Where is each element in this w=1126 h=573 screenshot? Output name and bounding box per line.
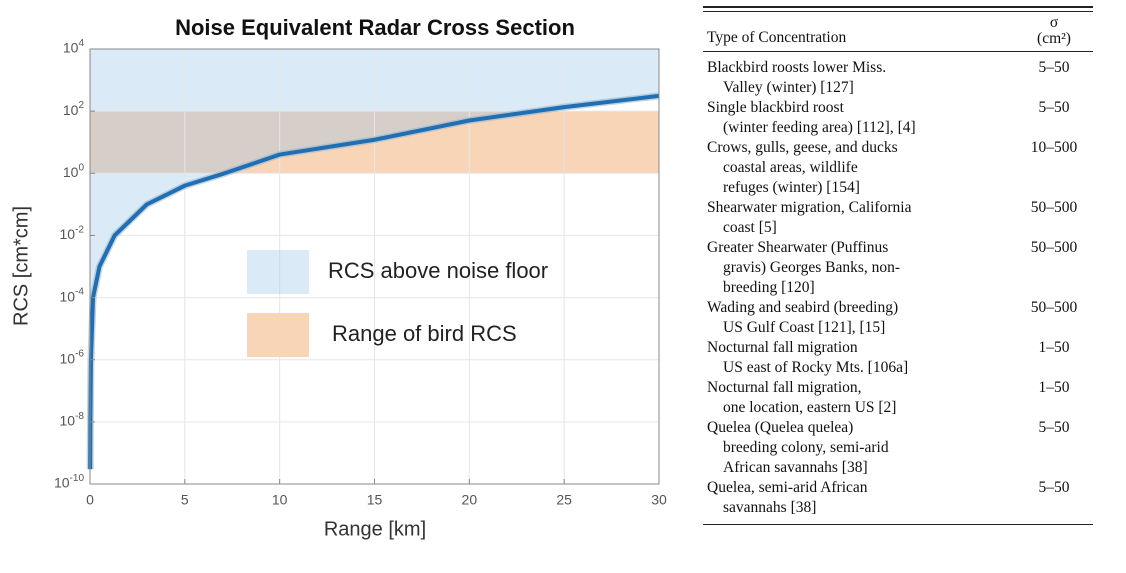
- rcs-line: [88, 93, 660, 470]
- concentration-type: Crows, gulls, geese, and ducks coastal ar…: [707, 138, 898, 198]
- text-line: Crows, gulls, geese, and ducks: [707, 139, 898, 156]
- sigma-value: 50–500: [1030, 199, 1078, 216]
- sigma-value: 50–500: [1030, 299, 1078, 316]
- text-line: African savannahs [38]: [723, 459, 868, 476]
- chart-title: Noise Equivalent Radar Cross Section: [175, 15, 575, 40]
- text-line: Quelea (Quelea quelea): [707, 419, 854, 436]
- x-tick-label: 5: [181, 492, 189, 508]
- column-header: Type of Concentration: [707, 29, 847, 46]
- legend-label: Range of bird RCS: [332, 321, 517, 346]
- y-tick-label: 104: [63, 38, 85, 56]
- y-tick-label: 10-2: [60, 224, 85, 242]
- text-line: Single blackbird roost: [707, 99, 844, 116]
- table-row: Nocturnal fall migration US east of Rocky…: [703, 338, 1093, 378]
- tick-exponent: -10: [70, 473, 85, 484]
- text-line: Nocturnal fall migration,: [707, 379, 862, 396]
- tick-exponent: -6: [75, 348, 84, 359]
- text-line: coast [5]: [723, 219, 777, 236]
- text-line: Valley (winter) [127]: [723, 79, 854, 96]
- concentration-type: Quelea (Quelea quelea) breeding colony, s…: [707, 418, 889, 478]
- table-row: Nocturnal fall migration, one location, e…: [703, 378, 1093, 418]
- concentration-type: Nocturnal fall migration, one location, e…: [707, 378, 896, 418]
- text-line: (winter feeding area) [112], [4]: [723, 119, 916, 136]
- table-top-rule: [703, 6, 1093, 12]
- text-line: breeding [120]: [723, 279, 815, 296]
- chart: Noise Equivalent Radar Cross Section Ran…: [10, 15, 667, 540]
- concentration-type: Nocturnal fall migration US east of Rocky…: [707, 338, 908, 378]
- legend-swatch: [247, 313, 309, 357]
- table-row: Shearwater migration, California coast [5…: [703, 198, 1093, 238]
- legend-label: RCS above noise floor: [328, 258, 548, 283]
- y-tick-label: 10-8: [60, 410, 85, 428]
- sigma-value: 5–50: [1038, 99, 1070, 116]
- table-row: Crows, gulls, geese, and ducks coastal ar…: [703, 138, 1093, 198]
- text-line: refuges (winter) [154]: [723, 179, 860, 196]
- table-header: Type of Concentration σ (cm²): [703, 14, 1093, 52]
- y-tick-label: 100: [63, 162, 85, 180]
- concentration-type: Single blackbird roost (winter feeding ar…: [707, 98, 916, 138]
- text-line: breeding colony, semi-arid: [723, 439, 889, 456]
- legend-swatch: [247, 250, 309, 294]
- sigma-value: 1–50: [1038, 379, 1070, 396]
- table-row: Quelea (Quelea quelea) breeding colony, s…: [703, 418, 1093, 478]
- table-row: Single blackbird roost (winter feeding ar…: [703, 98, 1093, 138]
- table-row: Wading and seabird (breeding) US Gulf Coa…: [703, 298, 1093, 338]
- sigma-value: 50–500: [1030, 239, 1078, 256]
- text-line: Shearwater migration, California: [707, 199, 912, 216]
- column-header-line: (cm²): [1037, 30, 1071, 47]
- tick-exponent: -8: [75, 410, 84, 421]
- concentration-type: Wading and seabird (breeding) US Gulf Coa…: [707, 298, 898, 338]
- table-row: Quelea, semi-arid African savannahs [38] 5…: [703, 478, 1093, 518]
- tick-exponent: -4: [75, 286, 84, 297]
- y-axis-label: RCS [cm*cm]: [10, 206, 32, 326]
- text-line: Wading and seabird (breeding): [707, 299, 899, 316]
- x-tick-label: 25: [556, 492, 572, 508]
- tick-exponent: -2: [75, 224, 84, 235]
- text-line: US Gulf Coast [121], [15]: [723, 319, 886, 336]
- table: Type of Concentration σ (cm²) Blackbird ro…: [703, 6, 1093, 525]
- y-tick-label: 10-10: [54, 473, 84, 491]
- x-tick-label: 15: [367, 492, 383, 508]
- sigma-value: 1–50: [1038, 339, 1070, 356]
- text-line: US east of Rocky Mts. [106a]: [723, 359, 909, 376]
- table-body: Blackbird roosts lower Miss. Valley (wint…: [703, 52, 1093, 525]
- concentration-type: Blackbird roosts lower Miss. Valley (wint…: [707, 58, 886, 98]
- x-tick-label: 0: [86, 492, 94, 508]
- text-line: Quelea, semi-arid African: [707, 479, 868, 496]
- sigma-value: 5–50: [1038, 419, 1070, 436]
- column-header-line: σ: [1049, 14, 1059, 31]
- x-tick-label: 20: [462, 492, 478, 508]
- sigma-value: 10–500: [1030, 139, 1078, 156]
- noise-floor-area: [90, 49, 659, 470]
- column-header: σ (cm²): [1019, 15, 1089, 47]
- text-line: one location, eastern US [2]: [723, 399, 897, 416]
- text-line: gravis) Georges Banks, non-: [723, 259, 901, 276]
- sigma-value: 5–50: [1038, 59, 1070, 76]
- concentration-type: Greater Shearwater (Puffinus gravis) Geor…: [707, 238, 900, 298]
- tick-exponent: 2: [78, 100, 84, 111]
- x-tick-label: 30: [651, 492, 667, 508]
- text-line: Nocturnal fall migration: [707, 339, 858, 356]
- concentration-type: Quelea, semi-arid African savannahs [38]: [707, 478, 868, 518]
- y-tick-label: 10-4: [60, 286, 85, 304]
- text-line: Blackbird roosts lower Miss.: [707, 59, 887, 76]
- text-line: savannahs [38]: [723, 499, 817, 516]
- table-row: Blackbird roosts lower Miss. Valley (wint…: [703, 58, 1093, 98]
- sigma-value: 5–50: [1038, 479, 1070, 496]
- x-tick-label: 10: [272, 492, 288, 508]
- text-line: Greater Shearwater (Puffinus: [707, 239, 889, 256]
- x-axis-label: Range [km]: [324, 518, 426, 540]
- concentration-type: Shearwater migration, California coast [5…: [707, 198, 911, 238]
- y-tick-label: 102: [63, 100, 85, 118]
- tick-exponent: 4: [78, 38, 84, 49]
- table-row: Greater Shearwater (Puffinus gravis) Geor…: [703, 238, 1093, 298]
- text-line: coastal areas, wildlife: [723, 159, 858, 176]
- tick-exponent: 0: [78, 162, 84, 173]
- y-tick-label: 10-6: [60, 348, 85, 366]
